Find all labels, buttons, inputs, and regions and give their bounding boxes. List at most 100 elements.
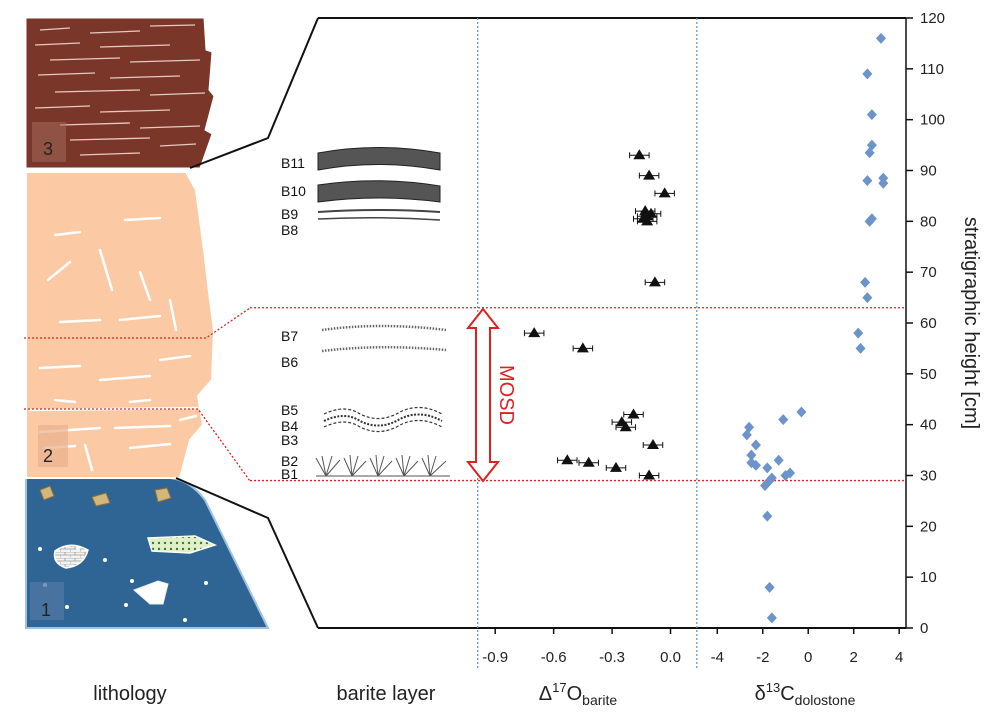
- barite-b7-line: [321, 324, 447, 332]
- y-axis-label: stratigraphic height [cm]: [960, 217, 982, 429]
- d13c-point: [766, 612, 777, 624]
- d13c-dolostone-series: [741, 32, 889, 624]
- lithology-unit-label-1: 1: [41, 600, 51, 620]
- barite-layer-label-b11: B11: [281, 155, 305, 171]
- y-tick-label: 90: [920, 163, 937, 180]
- d17o-barite-series: [523, 149, 675, 480]
- mosd-label: MOSD: [495, 365, 517, 425]
- x-axis-ticks: -0.9 -0.6 -0.3 0.0 -4 -2 0 2 4: [482, 628, 903, 666]
- y-tick-label: 40: [920, 417, 937, 434]
- barite-layer-label-b7: B7: [281, 328, 298, 344]
- d17o-point: [643, 169, 656, 180]
- d13c-point: [773, 454, 784, 466]
- x-tick-label: -4: [711, 649, 724, 666]
- y-tick-label: 50: [920, 366, 937, 383]
- x-tick-label: -2: [756, 649, 769, 666]
- barite-layer-label-b3: B3: [281, 432, 298, 448]
- y-tick-label: 110: [920, 61, 944, 78]
- x-tick-label: 4: [895, 649, 903, 666]
- barite-b6-line: [321, 346, 447, 353]
- lithology-label: lithology: [93, 683, 166, 705]
- d13c-point: [796, 406, 807, 418]
- y-tick-label: 80: [920, 213, 937, 230]
- d13c-point: [862, 292, 873, 304]
- d13c-point: [766, 472, 777, 484]
- correlation-lines: [175, 17, 319, 629]
- barite-layer-label-b6: B6: [281, 354, 298, 370]
- d17o-point: [528, 327, 541, 338]
- d17o-axis-label: Δ17Obarite: [539, 680, 618, 708]
- x-tick-label: 0: [804, 649, 812, 666]
- barite-layer-label-b4: B4: [281, 418, 298, 434]
- y-tick-label: 100: [920, 112, 945, 129]
- d13c-point: [746, 457, 757, 469]
- y-tick-label: 0: [920, 620, 928, 637]
- barite-layer-label-b8: B8: [281, 222, 298, 238]
- y-axis-ticks: 0 10 20 30 40 50 60 70 80 90 100 110 120: [906, 10, 945, 637]
- barite-layer-label: barite layer: [337, 683, 436, 705]
- d13c-axis-label: δ13Cdolostone: [755, 680, 856, 708]
- x-tick-label: 2: [850, 649, 858, 666]
- barite-b9-line: [317, 209, 441, 213]
- y-tick-label: 60: [920, 315, 937, 332]
- d13c-point: [862, 175, 873, 187]
- y-tick-label: 70: [920, 264, 937, 281]
- x-tick-label: -0.6: [541, 649, 567, 666]
- d13c-point: [746, 449, 757, 461]
- d17o-point: [609, 461, 622, 472]
- barite-layer-label-b5: B5: [281, 402, 298, 418]
- mosd-arrow: MOSD: [465, 307, 517, 483]
- barite-layer-label-b9: B9: [281, 206, 298, 222]
- d17o-point: [639, 205, 652, 216]
- d13c-point: [862, 68, 873, 80]
- d17o-point: [633, 149, 646, 160]
- x-tick-label: 0.0: [660, 649, 681, 666]
- y-tick-label: 120: [920, 10, 945, 27]
- barite-b1-b2-fans: [315, 454, 450, 477]
- lithology-column: 1 2 3: [25, 17, 270, 629]
- lithology-unit-3: [25, 17, 215, 169]
- x-tick-label: -0.3: [599, 649, 625, 666]
- d13c-point: [875, 32, 886, 44]
- unit-3-label-box: [32, 122, 66, 162]
- barite-b3-line: [323, 419, 443, 433]
- d13c-point: [744, 421, 755, 433]
- unit-3-laminae: [34, 24, 206, 156]
- d17o-point: [627, 408, 640, 419]
- d17o-point: [615, 416, 628, 427]
- d13c-point: [762, 462, 773, 474]
- d13c-point: [866, 139, 877, 151]
- barite-layer-label-b2: B2: [281, 453, 298, 469]
- d13c-point: [855, 342, 866, 354]
- unit-1-label-box: [30, 582, 64, 620]
- barite-b5-line: [323, 406, 443, 420]
- d17o-point: [648, 276, 661, 287]
- lithology-unit-label-3: 3: [43, 139, 53, 159]
- d17o-point: [645, 207, 658, 218]
- d17o-point: [561, 454, 574, 465]
- reference-lines: [250, 18, 906, 668]
- d13c-point: [878, 172, 889, 184]
- barite-b11-band: [317, 147, 441, 171]
- d13c-point: [762, 510, 773, 522]
- d13c-point: [785, 467, 796, 479]
- d17o-point: [619, 421, 632, 432]
- mosd-bracket: [24, 307, 251, 482]
- barite-layer-label-b1: B1: [281, 466, 298, 482]
- y-tick-label: 20: [920, 518, 937, 535]
- y-tick-label: 30: [920, 468, 937, 485]
- d17o-point: [658, 187, 671, 198]
- d13c-point: [750, 439, 761, 451]
- d17o-point: [643, 469, 656, 480]
- barite-b4-line: [323, 413, 443, 427]
- d13c-point: [866, 213, 877, 225]
- x-tick-label: -0.9: [482, 649, 508, 666]
- barite-b10-band: [317, 180, 441, 203]
- unit-2-label-box: [38, 425, 68, 467]
- d17o-point: [646, 439, 659, 449]
- y-tick-label: 10: [920, 569, 937, 586]
